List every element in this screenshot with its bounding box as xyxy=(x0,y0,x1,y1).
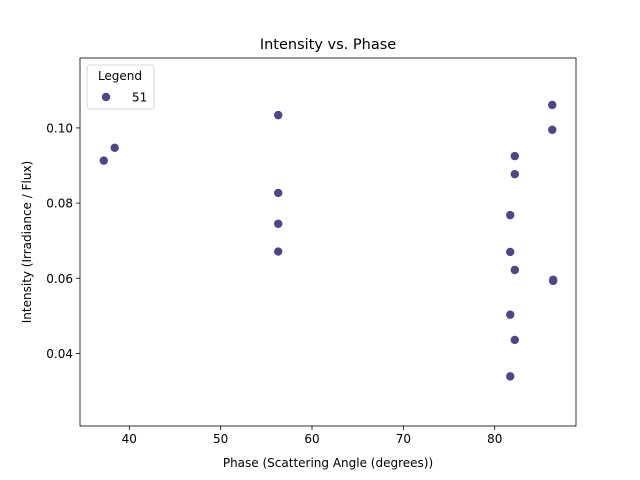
data-point xyxy=(510,335,519,345)
x-tick-label: 40 xyxy=(122,432,137,446)
x-tick-label: 70 xyxy=(396,432,411,446)
data-point xyxy=(510,151,519,161)
data-point xyxy=(274,188,283,198)
data-point xyxy=(506,372,515,381)
data-point xyxy=(99,156,108,165)
data-point xyxy=(548,276,558,286)
data-point xyxy=(110,143,119,153)
data-point xyxy=(274,110,283,120)
legend-entry-label: 51 xyxy=(132,91,147,105)
legend-title: Legend xyxy=(98,69,142,83)
data-point xyxy=(274,219,283,228)
x-axis-label: Phase (Scattering Angle (degrees)) xyxy=(223,456,433,470)
y-tick-label: 0.06 xyxy=(46,272,73,286)
data-point xyxy=(506,310,515,319)
data-point xyxy=(274,247,283,256)
chart-title: Intensity vs. Phase xyxy=(260,37,396,53)
data-point xyxy=(510,265,519,275)
data-point xyxy=(506,247,515,257)
legend-marker xyxy=(101,92,111,102)
x-tick-label: 80 xyxy=(487,432,502,446)
y-tick-label: 0.08 xyxy=(46,197,73,211)
data-point xyxy=(510,169,519,179)
x-tick-label: 60 xyxy=(304,432,319,446)
data-point xyxy=(506,210,515,220)
y-tick-label: 0.10 xyxy=(46,121,73,135)
data-point xyxy=(548,100,557,110)
y-axis-label: Intensity (Irradiance / Flux) xyxy=(20,161,34,323)
plot-frame xyxy=(79,57,577,427)
x-tick-label: 50 xyxy=(213,432,228,446)
y-tick-label: 0.04 xyxy=(46,347,73,361)
data-point xyxy=(548,125,557,134)
